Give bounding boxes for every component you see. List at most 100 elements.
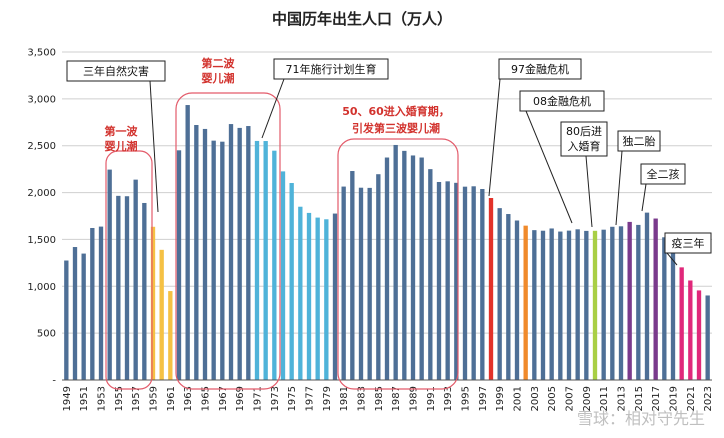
- x-tick-label: 2007: [565, 386, 576, 411]
- bar-2008: [575, 229, 580, 380]
- x-tick-label: 1963: [183, 386, 194, 411]
- x-tick-label: 1985: [374, 386, 385, 411]
- first-wave-label-line2: 婴儿潮: [105, 139, 138, 153]
- family-planning-callout-box: [273, 58, 389, 80]
- x-tick-label: 1973: [270, 386, 281, 411]
- bar-1986: [384, 157, 390, 380]
- bar-1961: [168, 291, 173, 380]
- x-tick-label: 2011: [599, 386, 610, 411]
- bar-2021: [688, 280, 693, 380]
- third-wave-label-line2: 引发第三波婴儿潮: [352, 121, 440, 135]
- first-wave-label-line1: 第一波: [105, 124, 139, 138]
- x-tick-label: 2019: [669, 386, 680, 411]
- bar-1973: [272, 150, 277, 380]
- bar-1996: [471, 186, 476, 380]
- bar-1962: [176, 150, 182, 380]
- full-second-child-callout-text: 全二孩: [647, 167, 680, 181]
- third-wave-label-line1: 50、60进入婚育期，: [342, 104, 450, 118]
- famine-callout-text: 三年自然灾害: [83, 64, 149, 78]
- post80-callout-line1: 80后进: [566, 125, 602, 138]
- x-tick-label: 1961: [166, 386, 177, 411]
- second-wave-label-line1: 第二波: [202, 56, 236, 70]
- bar-1975: [289, 183, 294, 380]
- second-wave-label-line2: 婴儿潮: [202, 71, 235, 85]
- single-second-child-callout-text: 独二胎: [623, 134, 656, 148]
- bar-1964: [194, 125, 199, 381]
- crisis-97-callout-text: 97金融危机: [511, 62, 569, 76]
- bar-2017: [653, 218, 658, 380]
- x-tick-label: 2001: [513, 386, 524, 411]
- bars: [64, 105, 710, 381]
- bar-2006: [558, 231, 563, 380]
- x-tick-label: 1959: [149, 386, 160, 411]
- family-planning-callout-leader: [261, 78, 285, 139]
- crisis-97-callout-box: [498, 58, 582, 80]
- family-planning-callout-text: 71年施行计划生育: [286, 62, 377, 76]
- y-tick-label: 3,500: [27, 48, 56, 59]
- x-tick-label: 1989: [409, 386, 420, 411]
- bar-1953: [98, 226, 104, 380]
- x-tick-label: 1951: [79, 386, 90, 411]
- x-tick-label: 2003: [530, 386, 541, 411]
- bar-1998: [488, 198, 494, 380]
- post80-callout-leader: [585, 155, 593, 228]
- x-tick-label: 1995: [461, 386, 472, 411]
- bar-2022: [696, 290, 702, 380]
- x-tick-label: 1971: [253, 386, 264, 411]
- bar-1985: [376, 174, 381, 380]
- y-tick-label: 1,000: [27, 282, 56, 293]
- bar-1965: [202, 128, 208, 380]
- bar-1994: [454, 182, 459, 380]
- bar-1959: [150, 226, 156, 380]
- bar-1983: [358, 187, 364, 380]
- famine-callout-leader: [149, 80, 159, 213]
- bar-1988: [402, 150, 407, 380]
- y-tick-label: 1,500: [27, 235, 56, 246]
- x-tick-label: 2005: [547, 386, 558, 411]
- single-second-child-callout-box: [617, 130, 661, 152]
- bar-1969: [237, 127, 242, 380]
- x-tick-label: 1965: [201, 386, 212, 411]
- bar-2019: [670, 242, 676, 380]
- x-tick-label: 1949: [62, 386, 73, 411]
- bar-1981: [341, 186, 346, 380]
- bar-1974: [280, 171, 286, 380]
- bar-1976: [298, 206, 303, 380]
- x-tick-label: 2023: [703, 386, 714, 411]
- single-second-child-callout-leader: [615, 150, 623, 226]
- pandemic-callout-box: [664, 232, 712, 254]
- bar-2002: [523, 225, 528, 380]
- bar-1958: [142, 202, 147, 380]
- x-tick-label: 2009: [582, 386, 593, 411]
- bar-1951: [81, 253, 86, 380]
- bar-1978: [315, 217, 320, 380]
- y-tick-label: 500: [37, 329, 56, 340]
- bar-1990: [419, 157, 424, 380]
- pandemic-callout-leader: [666, 252, 678, 266]
- bar-2020: [679, 267, 684, 380]
- bar-1999: [497, 208, 502, 380]
- x-tick-label: 2015: [634, 386, 645, 411]
- x-tick-label: 1999: [495, 386, 506, 411]
- bar-2001: [514, 220, 520, 380]
- bar-2012: [610, 226, 615, 380]
- bar-2007: [566, 230, 572, 380]
- crisis-08-callout-box: [519, 90, 605, 112]
- x-tick-label: 1975: [287, 386, 298, 411]
- bar-1982: [350, 171, 355, 380]
- bar-1984: [367, 187, 372, 380]
- bar-1997: [480, 189, 485, 380]
- x-tick-label: 1997: [478, 386, 489, 411]
- chart-title: 中国历年出生人口（万人）: [272, 10, 452, 28]
- bar-1972: [263, 141, 268, 380]
- post80-callout-line2: 入婚育: [568, 139, 601, 153]
- bar-1991: [428, 169, 433, 380]
- bar-1967: [220, 141, 225, 380]
- second-wave-highlight: [175, 92, 281, 390]
- y-tick-label: 3,000: [27, 94, 56, 105]
- x-tick-label: 1955: [114, 386, 125, 411]
- x-tick-label: 1957: [131, 386, 142, 411]
- bar-1952: [90, 227, 95, 380]
- bar-2005: [549, 228, 554, 380]
